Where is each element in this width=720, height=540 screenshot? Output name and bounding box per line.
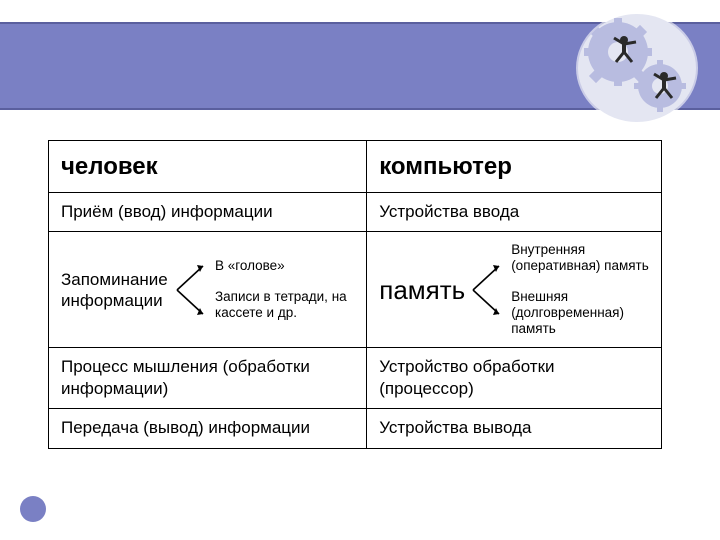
header-computer: компьютер	[367, 141, 661, 192]
branch-arrows-icon	[471, 254, 505, 326]
memory-computer-branches: Внутренняя (оперативная) память Внешняя …	[511, 242, 653, 337]
table-row: Передача (вывод) информации Устройства в…	[49, 408, 661, 447]
cell-input-computer: Устройства ввода	[367, 193, 661, 231]
memory-computer-root: память	[379, 274, 465, 307]
cell-output-human: Передача (вывод) информации	[49, 409, 367, 447]
cell-memory-computer: память Внутренняя (оперативная) память В…	[367, 232, 661, 347]
table-row-memory: Запоминание информации В «голове» Записи…	[49, 231, 661, 347]
memory-computer-branch: Внешняя (долговременная) память	[511, 289, 653, 338]
cell-processing-computer: Устройство обработки (процессор)	[367, 348, 661, 408]
memory-computer-branch: Внутренняя (оперативная) память	[511, 242, 653, 274]
table-row: Процесс мышления (обработки информации) …	[49, 347, 661, 408]
branch-arrows-icon	[175, 254, 209, 326]
memory-human-root-text: Запоминание информации	[61, 270, 168, 310]
memory-human-root: Запоминание информации	[61, 269, 169, 312]
memory-human-branch: Записи в тетради, на кассете и др.	[215, 289, 358, 321]
footer-bullet-icon	[20, 496, 46, 522]
memory-human-branch: В «голове»	[215, 258, 358, 274]
memory-human-branches: В «голове» Записи в тетради, на кассете …	[215, 258, 358, 321]
cell-output-computer: Устройства вывода	[367, 409, 661, 447]
cell-memory-human: Запоминание информации В «голове» Записи…	[49, 232, 367, 347]
gear-illustration	[578, 14, 696, 122]
comparison-table: человек компьютер Приём (ввод) информаци…	[48, 140, 662, 449]
header-human: человек	[49, 141, 367, 192]
cell-processing-human: Процесс мышления (обработки информации)	[49, 348, 367, 408]
table-row: Приём (ввод) информации Устройства ввода	[49, 192, 661, 231]
table-header-row: человек компьютер	[49, 141, 661, 192]
cell-input-human: Приём (ввод) информации	[49, 193, 367, 231]
